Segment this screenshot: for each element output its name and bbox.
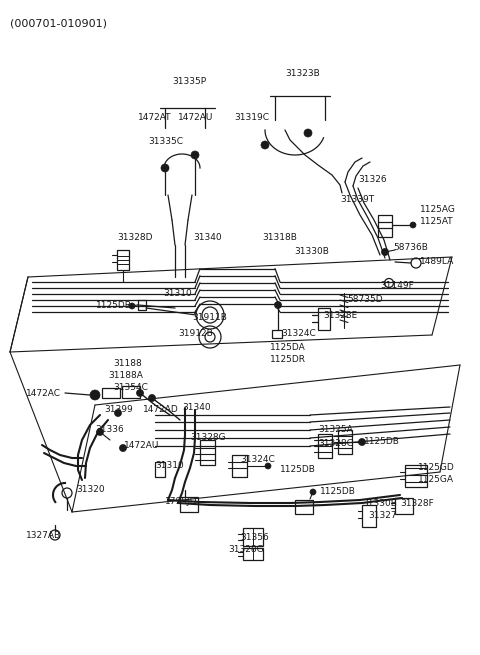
Circle shape — [191, 151, 199, 159]
Text: 1125AG: 1125AG — [420, 206, 456, 214]
Text: 31328G: 31328G — [228, 546, 264, 555]
Text: 31911B: 31911B — [192, 312, 227, 322]
Text: 31327: 31327 — [368, 512, 396, 521]
Text: 31324C: 31324C — [240, 455, 275, 464]
Circle shape — [265, 463, 271, 469]
Circle shape — [161, 164, 169, 172]
Bar — [395, 498, 413, 514]
Bar — [200, 440, 215, 465]
Text: 1472AD: 1472AD — [143, 405, 179, 415]
Text: 31354C: 31354C — [113, 383, 148, 392]
Text: 31324C: 31324C — [281, 329, 316, 337]
Circle shape — [410, 222, 416, 228]
Bar — [102, 388, 120, 398]
Text: (000701-010901): (000701-010901) — [10, 18, 107, 28]
Text: 58735D: 58735D — [347, 295, 383, 305]
Text: 31328G: 31328G — [318, 440, 354, 449]
Circle shape — [136, 390, 144, 396]
Text: 1472AC: 1472AC — [26, 388, 61, 398]
Text: 31335C: 31335C — [148, 136, 183, 145]
Text: 1472AU: 1472AU — [178, 113, 214, 122]
Bar — [122, 386, 140, 398]
Text: 1472AU: 1472AU — [124, 441, 159, 449]
Text: 31326: 31326 — [358, 176, 386, 185]
Text: 31319C: 31319C — [234, 113, 269, 122]
Circle shape — [275, 301, 281, 309]
Text: 31328F: 31328F — [400, 500, 434, 508]
Text: 1489LA: 1489LA — [420, 257, 454, 267]
Text: 1125DB: 1125DB — [320, 487, 356, 496]
Text: 31399: 31399 — [104, 405, 133, 415]
Circle shape — [310, 489, 316, 495]
Circle shape — [359, 438, 365, 445]
Text: 31340: 31340 — [182, 403, 211, 411]
Circle shape — [148, 394, 156, 402]
Text: 31310: 31310 — [155, 460, 184, 470]
Text: 1125DB: 1125DB — [364, 436, 400, 445]
Bar — [243, 548, 263, 560]
Text: 31336: 31336 — [95, 426, 124, 434]
Bar — [318, 308, 330, 330]
Text: 31325A: 31325A — [318, 426, 353, 434]
Text: 1125AT: 1125AT — [420, 217, 454, 227]
Bar — [243, 528, 263, 546]
Bar — [362, 505, 376, 527]
Text: 1125DB: 1125DB — [280, 466, 316, 474]
Bar — [117, 250, 129, 270]
Circle shape — [96, 428, 104, 436]
Text: 1125GA: 1125GA — [418, 476, 454, 485]
Circle shape — [115, 409, 121, 417]
Text: 58736B: 58736B — [393, 244, 428, 252]
Circle shape — [382, 248, 388, 255]
Text: 1125DA: 1125DA — [270, 343, 306, 352]
Circle shape — [304, 129, 312, 137]
Text: 31912B: 31912B — [178, 329, 213, 337]
Circle shape — [261, 141, 269, 149]
Bar — [232, 455, 247, 477]
Text: 31340: 31340 — [193, 233, 222, 242]
Text: 31339T: 31339T — [340, 195, 374, 204]
Bar — [180, 497, 198, 512]
Circle shape — [129, 303, 135, 309]
Bar — [272, 330, 282, 338]
Text: 31356: 31356 — [240, 533, 269, 542]
Text: 1472AT: 1472AT — [138, 113, 171, 122]
Text: 31328E: 31328E — [323, 310, 357, 320]
Text: 31318B: 31318B — [262, 233, 297, 242]
Text: 31328G: 31328G — [190, 434, 226, 443]
Bar — [338, 430, 352, 454]
Text: 31188A: 31188A — [108, 371, 143, 379]
Bar — [155, 462, 165, 477]
Text: 31320: 31320 — [76, 485, 105, 495]
Text: 31149F: 31149F — [380, 280, 414, 290]
Text: 31335P: 31335P — [172, 77, 206, 86]
Text: 1125DR: 1125DR — [270, 356, 306, 364]
Text: 31310: 31310 — [163, 288, 192, 297]
Bar — [295, 500, 313, 514]
Circle shape — [120, 445, 127, 451]
Bar — [138, 300, 146, 310]
Text: 31330B: 31330B — [294, 248, 329, 257]
Circle shape — [90, 390, 100, 400]
Bar — [405, 465, 427, 487]
Text: 1125GD: 1125GD — [418, 464, 455, 472]
Bar — [318, 434, 332, 458]
Bar — [378, 215, 392, 237]
Text: 1327AB: 1327AB — [26, 531, 61, 540]
Text: 1125DB: 1125DB — [96, 301, 132, 310]
Text: 31188: 31188 — [113, 358, 142, 367]
Text: 31323B: 31323B — [285, 69, 320, 77]
Text: 1799JD: 1799JD — [165, 498, 197, 506]
Text: 31328D: 31328D — [117, 233, 153, 242]
Text: 31330B: 31330B — [362, 498, 397, 508]
